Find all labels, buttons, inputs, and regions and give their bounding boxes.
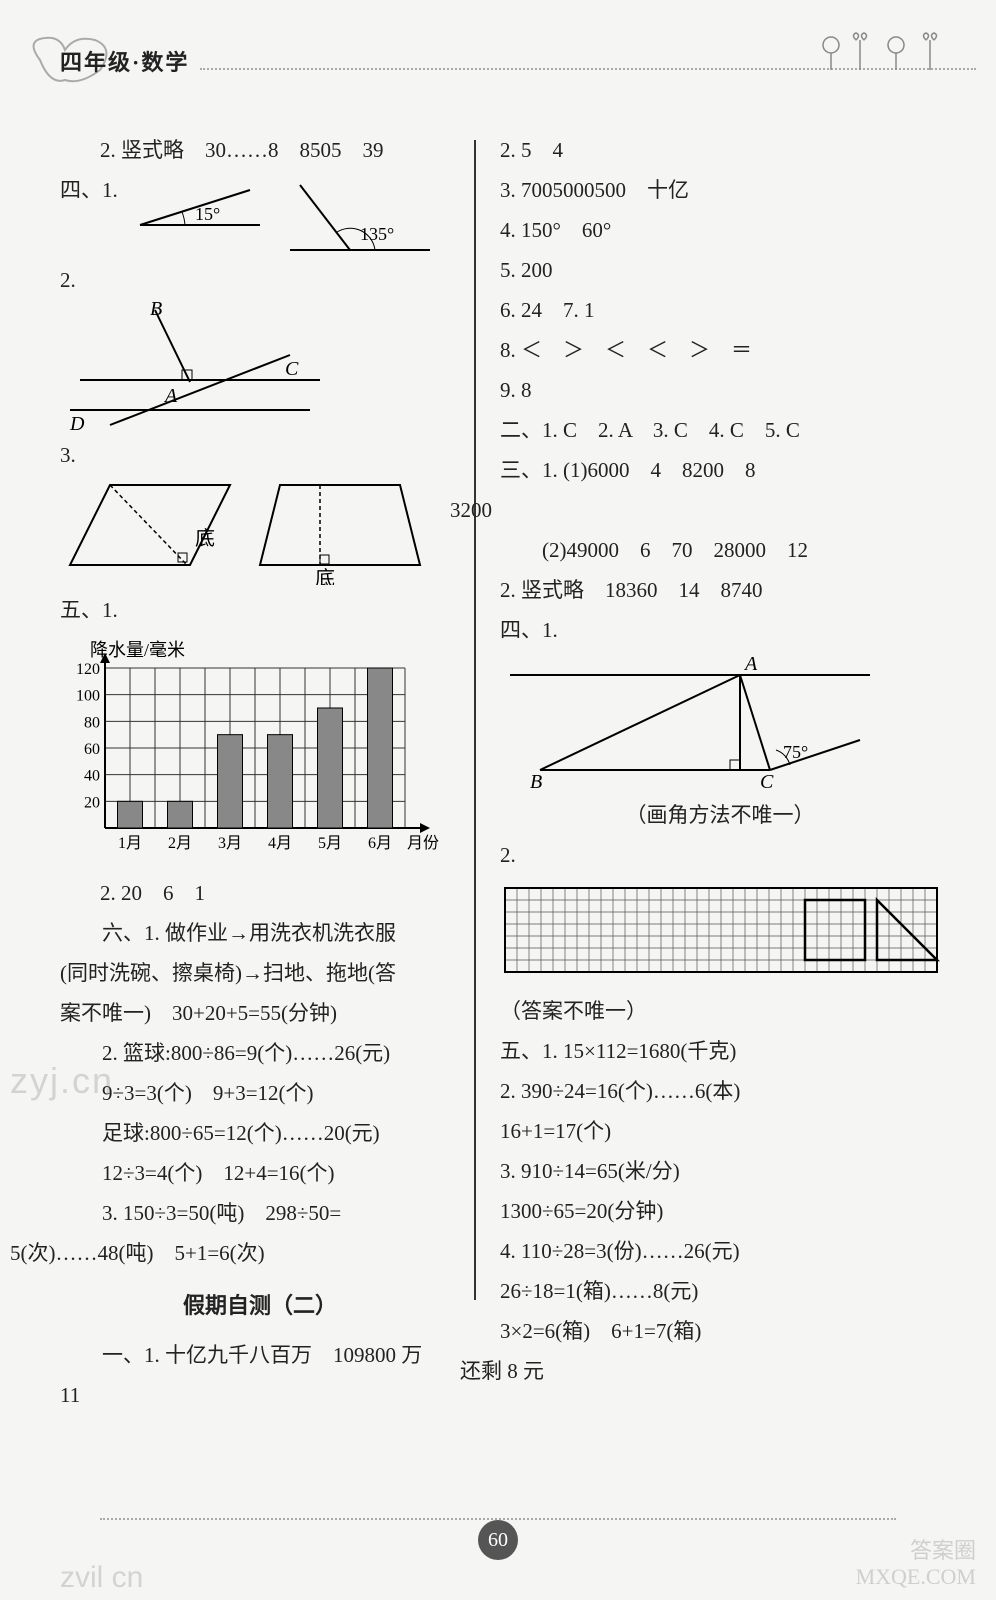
text-line: 5(次)……48(吨) 5+1=6(次): [10, 1233, 460, 1273]
svg-text:40: 40: [84, 768, 100, 785]
right-column: 2. 5 4 3. 7005000500 十亿 4. 150° 60° 5. 2…: [500, 130, 940, 1391]
text-line: 3×2=6(箱) 6+1=7(箱): [500, 1311, 940, 1351]
angle-label: 75°: [783, 742, 808, 762]
svg-text:80: 80: [84, 714, 100, 731]
text-line: 二、1. C 2. A 3. C 4. C 5. C: [500, 410, 940, 450]
text-line: 四、1.: [60, 170, 118, 210]
text-line: 4. 110÷28=3(份)……26(元): [500, 1231, 940, 1271]
text-line: 5. 200: [500, 250, 940, 290]
point-label: A: [163, 385, 178, 407]
grade-title: 四年级·数学: [60, 45, 189, 77]
svg-text:60: 60: [84, 741, 100, 758]
angles-diagram: 15° 135°: [130, 170, 450, 260]
text-line: 一、1. 十亿九千八百万 109800 万: [60, 1335, 460, 1375]
point-label: C: [285, 358, 299, 380]
text-line: 案不唯一) 30+20+5=55(分钟): [60, 993, 460, 1033]
svg-text:3月: 3月: [218, 835, 242, 852]
note-text: （答案不唯一）: [500, 991, 940, 1031]
angle-label: 135°: [360, 224, 394, 244]
text-line: 2.: [60, 260, 460, 300]
text-line: (同时洗碗、擦桌椅)→扫地、拖地(答: [60, 953, 460, 993]
svg-text:120: 120: [76, 661, 100, 678]
svg-text:月份: 月份: [407, 834, 439, 852]
parallel-perpendicular-diagram: B A C D: [60, 300, 360, 430]
text-line: 9÷3=3(个) 9+3=12(个): [60, 1073, 460, 1113]
svg-text:4月: 4月: [268, 835, 292, 852]
text-line: 足球:800÷65=12(个)……20(元): [60, 1113, 460, 1153]
parallelogram-trapezoid-diagram: 底 底: [60, 475, 430, 585]
text-line: 3200: [450, 490, 940, 530]
text-line: 2. 5 4: [500, 130, 940, 170]
triangle-angle-diagram: A B C 75°: [500, 650, 880, 790]
text-line: 6. 24 7. 1: [500, 290, 940, 330]
angle-label: 15°: [195, 204, 220, 224]
test-title: 假期自测（二）: [60, 1288, 460, 1320]
point-label: D: [69, 413, 85, 430]
text-line: 11: [60, 1375, 460, 1415]
base-label: 底: [195, 527, 215, 550]
watermark-text: 答案圈: [910, 1538, 976, 1563]
watermark: zvil cn: [60, 1561, 143, 1595]
svg-text:6月: 6月: [368, 835, 392, 852]
text-line: 三、1. (1)6000 4 8200 8: [500, 450, 940, 490]
text-line: 四、1.: [500, 610, 940, 650]
text-line: 还剩 8 元: [460, 1351, 940, 1391]
text-line: 3. 7005000500 十亿: [500, 170, 940, 210]
watermark: zyj.cn: [10, 1060, 114, 1102]
watermark-text: MXQE.COM: [856, 1564, 976, 1589]
text-line: 六、1. 做作业→用洗衣机洗衣服: [60, 913, 460, 953]
decorative-plants-icon: [816, 30, 976, 80]
text-line: 9. 8: [500, 370, 940, 410]
svg-text:20: 20: [84, 794, 100, 811]
rainfall-bar-chart: 降水量/毫米204060801001201月2月3月4月5月6月月份: [60, 638, 440, 868]
text-line: 8. ＜ ＞ ＜ ＜ ＞ ＝: [500, 330, 940, 370]
note-text: （画角方法不唯一）: [500, 795, 940, 835]
text-line: 五、1. 15×112=1680(千克): [500, 1031, 940, 1071]
svg-text:100: 100: [76, 688, 100, 705]
base-label: 底: [315, 567, 335, 585]
point-label: C: [760, 771, 774, 790]
text-line: 4. 150° 60°: [500, 210, 940, 250]
text-line: 3. 910÷14=65(米/分): [500, 1151, 940, 1191]
point-label: B: [530, 771, 542, 790]
text-line: (2)49000 6 70 28000 12: [500, 530, 940, 570]
text-line: 2. 竖式略 30……8 8505 39: [60, 130, 460, 170]
text-line: 2.: [500, 835, 940, 875]
grid-shapes-diagram: [500, 883, 940, 978]
text-line: 2. 390÷24=16(个)……6(本): [500, 1071, 940, 1111]
text-line: 2. 竖式略 18360 14 8740: [500, 570, 940, 610]
text-line: 26÷18=1(箱)……8(元): [500, 1271, 940, 1311]
column-divider: [474, 140, 476, 1300]
text-line: 3. 150÷3=50(吨) 298÷50=: [60, 1193, 460, 1233]
svg-text:2月: 2月: [168, 835, 192, 852]
svg-text:1月: 1月: [118, 835, 142, 852]
svg-text:5月: 5月: [318, 835, 342, 852]
text-line: 1300÷65=20(分钟): [500, 1191, 940, 1231]
watermark: 答案圈 MXQE.COM: [856, 1538, 976, 1590]
text-line: 2. 20 6 1: [60, 873, 460, 913]
text-line: 五、1.: [60, 590, 460, 630]
left-column: 2. 竖式略 30……8 8505 39 四、1. 15° 135° 2. B …: [60, 130, 460, 1415]
text-line: 12÷3=4(个) 12+4=16(个): [60, 1153, 460, 1193]
text-line: 16+1=17(个): [500, 1111, 940, 1151]
text-line: 3.: [60, 435, 460, 475]
page-number: 60: [478, 1520, 518, 1560]
point-label: A: [743, 653, 758, 675]
point-label: B: [150, 300, 162, 320]
text-line: 2. 篮球:800÷86=9(个)……26(元): [60, 1033, 460, 1073]
